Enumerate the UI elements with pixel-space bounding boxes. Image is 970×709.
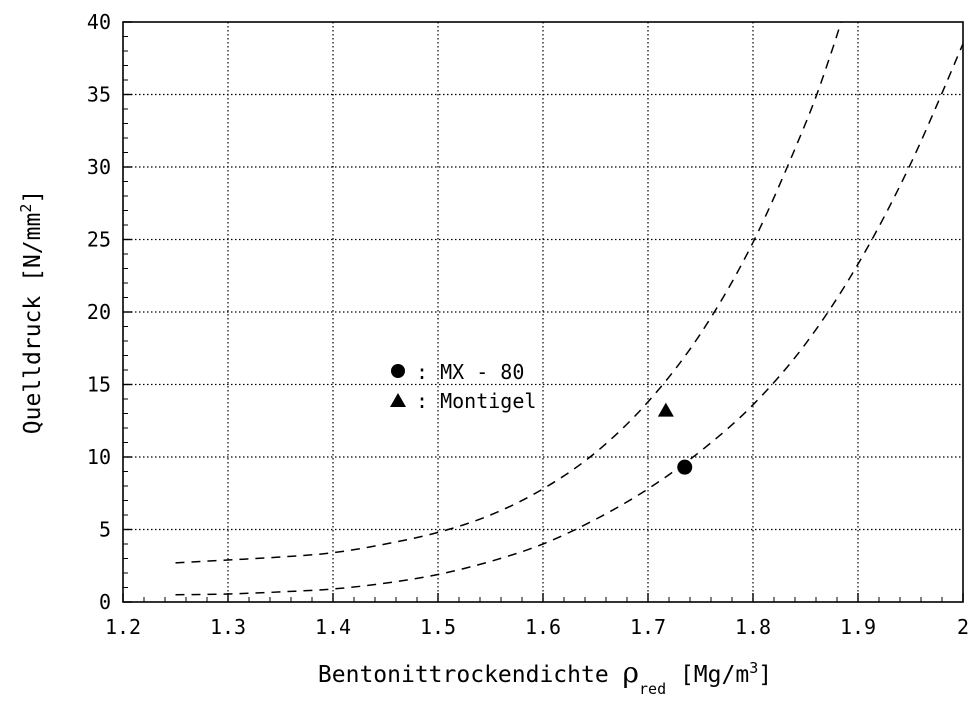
y-axis-title: Quelldruck [N/mm2] xyxy=(17,190,46,434)
grid xyxy=(123,22,963,602)
x-axis-title: Bentonittrockendichte ρred [Mg/m3] xyxy=(318,656,772,698)
y-tick-label: 0 xyxy=(99,590,111,614)
y-tick-label: 20 xyxy=(87,300,111,324)
x-tick-label: 1.7 xyxy=(630,615,666,639)
x-tick-label: 1.5 xyxy=(420,615,456,639)
plot-frame xyxy=(122,21,964,603)
x-tick-label: 2 xyxy=(957,615,969,639)
curve-2 xyxy=(175,43,963,596)
y-tick-label: 5 xyxy=(99,518,111,542)
point-mx80 xyxy=(677,459,693,475)
legend-marker-mx80 xyxy=(391,364,405,378)
y-tick-label: 25 xyxy=(87,228,111,252)
y-tick-label: 10 xyxy=(87,445,111,469)
curves xyxy=(175,22,963,596)
point-montigel xyxy=(657,402,674,417)
x-tick-label: 1.6 xyxy=(525,615,561,639)
legend-label-mx80: : MX - 80 xyxy=(416,360,524,384)
x-tick-label: 1.2 xyxy=(105,615,141,639)
y-tick-label: 15 xyxy=(87,373,111,397)
data-points xyxy=(657,402,693,475)
legend-marker-montigel xyxy=(390,393,406,407)
y-tick-label: 35 xyxy=(87,83,111,107)
y-tick-label: 30 xyxy=(87,155,111,179)
x-tick-label: 1.4 xyxy=(315,615,351,639)
curve-1 xyxy=(175,22,842,564)
x-tick-label: 1.3 xyxy=(210,615,246,639)
tick-labels: 1.2 1.3 1.4 1.5 1.6 1.7 1.8 1.9 2051015202530354… xyxy=(87,10,969,639)
y-tick-label: 40 xyxy=(87,10,111,34)
legend: : MX - 80 : Montigel xyxy=(390,360,536,413)
x-tick-label: 1.9 xyxy=(840,615,876,639)
x-tick-label: 1.8 xyxy=(735,615,771,639)
legend-label-montigel: : Montigel xyxy=(416,389,536,413)
